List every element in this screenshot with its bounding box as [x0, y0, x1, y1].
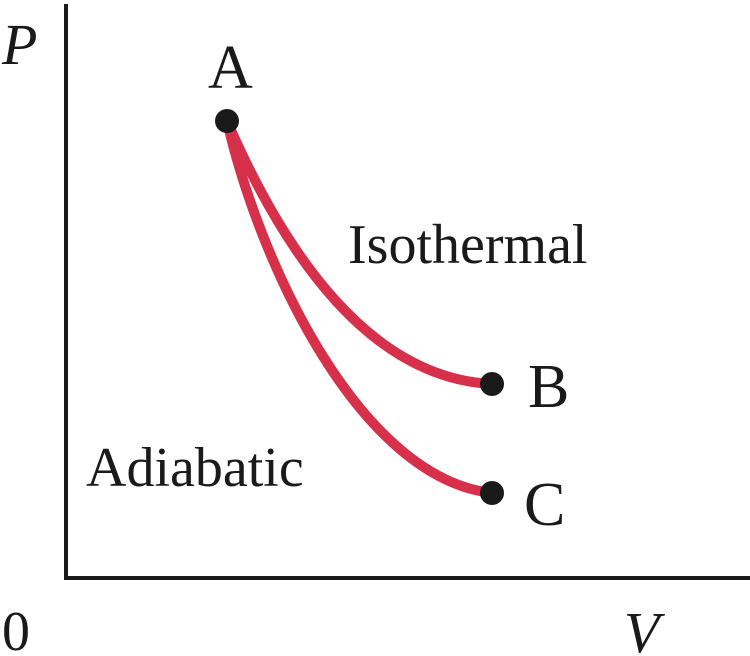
isothermal-curve [222, 116, 497, 389]
point-c-marker [480, 481, 504, 505]
origin-label: 0 [2, 601, 30, 656]
point-c-label: C [524, 471, 565, 539]
point-a-marker [215, 109, 239, 133]
point-b-marker [480, 372, 504, 396]
isothermal-label: Isothermal [348, 214, 587, 276]
x-axis-label: V [624, 600, 666, 656]
point-b-label: B [528, 353, 569, 421]
point-a-label: A [208, 34, 253, 102]
adiabatic-label: Adiabatic [86, 437, 304, 499]
y-axis-label: P [1, 12, 37, 77]
adiabatic-curve [222, 116, 497, 498]
